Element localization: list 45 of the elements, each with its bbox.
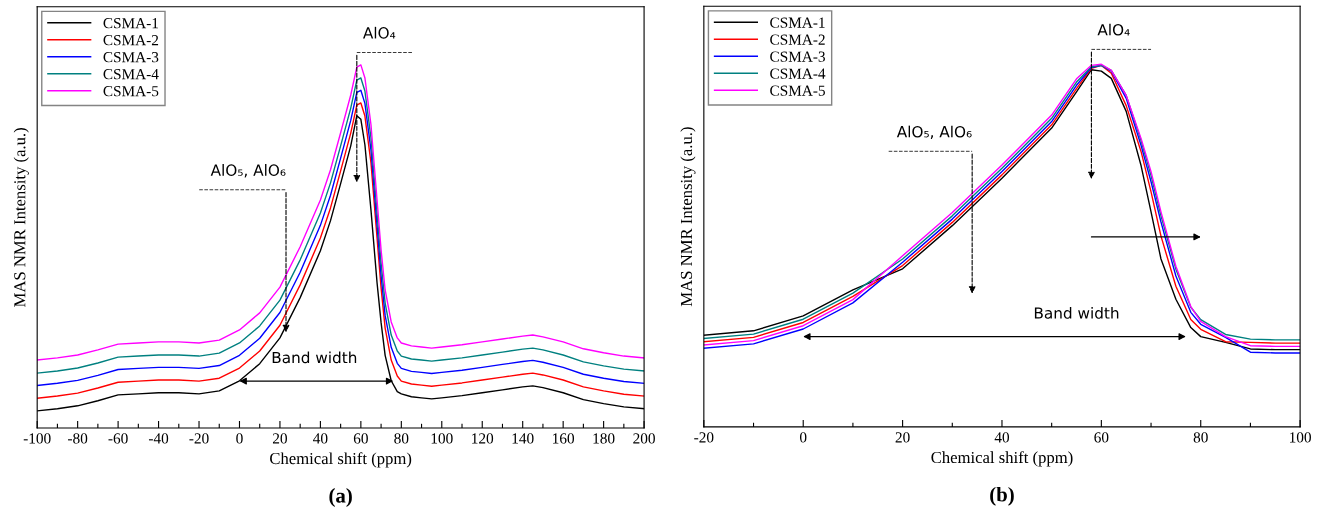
x-tick-label: 100 <box>431 433 453 444</box>
legend-label: CSMA-5 <box>103 86 159 97</box>
annotation: AlO₅, AlO₆ <box>896 125 972 140</box>
x-tick-label: 200 <box>633 433 655 444</box>
annotation: Band width <box>272 351 357 364</box>
text: (b) <box>990 486 1014 506</box>
x-tick-label: -100 <box>23 433 51 444</box>
legend-label: CSMA-4 <box>770 68 826 79</box>
text: AlO₄ <box>363 26 396 39</box>
x-tick-label: 140 <box>512 433 534 444</box>
legend-label: CSMA-4 <box>103 69 159 80</box>
x-tick-label: -20 <box>189 433 209 444</box>
annotation: Band width <box>1034 306 1119 319</box>
x-tick-label: -20 <box>694 432 714 443</box>
legend-label: CSMA-2 <box>103 35 159 46</box>
x-tick-label: 160 <box>553 433 575 444</box>
x-tick-label: -80 <box>68 433 88 444</box>
x-tick-label: 80 <box>1193 432 1208 443</box>
text: (a) <box>329 488 352 507</box>
x-tick-label: 40 <box>313 433 328 444</box>
annotation: AlO₅, AlO₆ <box>210 164 286 178</box>
legend-label: CSMA-1 <box>103 18 158 29</box>
x-tick-label: 120 <box>472 433 494 444</box>
x-tick-label: 20 <box>272 433 287 444</box>
legend-label: CSMA-2 <box>770 34 825 45</box>
y-axis-title: MAS NMR Intensity (a.u.) <box>680 127 696 307</box>
x-tick-label: -40 <box>148 433 169 444</box>
x-tick-label: 60 <box>1094 432 1109 443</box>
x-tick-label: 100 <box>1290 432 1311 443</box>
x-tick-label: 60 <box>353 433 368 444</box>
x-tick-label: 20 <box>895 432 910 443</box>
x-tick-label: 40 <box>994 432 1010 443</box>
y-axis-title: MAS NMR Intensity (a.u.) <box>13 128 29 307</box>
legend-label: CSMA-3 <box>103 52 159 63</box>
x-tick-label: -60 <box>108 433 128 444</box>
legend-label: CSMA-1 <box>770 17 825 28</box>
text: AlO₄ <box>1097 23 1130 36</box>
x-axis-title: Chemical shift (ppm) <box>931 451 1073 467</box>
x-tick-label: 180 <box>593 433 615 444</box>
legend-label: CSMA-3 <box>770 51 825 62</box>
x-tick-label: 0 <box>236 433 243 444</box>
x-axis-title: Chemical shift (ppm) <box>270 452 412 468</box>
legend-label: CSMA-5 <box>770 85 825 96</box>
x-tick-label: 80 <box>394 433 409 444</box>
x-tick-label: 0 <box>799 432 807 443</box>
